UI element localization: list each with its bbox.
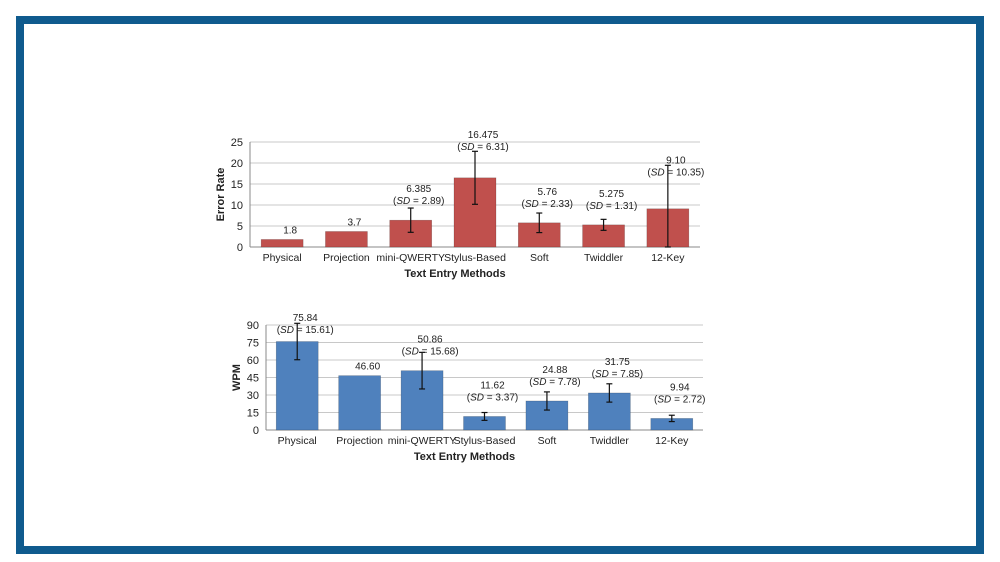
y-axis-title: WPM: [231, 364, 243, 391]
bar: [275, 341, 319, 431]
x-axis-title: Text Entry Methods: [404, 268, 505, 280]
y-tick-label: 0: [237, 242, 243, 254]
value-label: 16.475: [468, 130, 499, 141]
y-tick-label: 15: [231, 179, 243, 191]
sd-label: (SD = 6.31): [457, 142, 508, 153]
x-axis-title: Text Entry Methods: [414, 451, 515, 463]
sd-label: (SD = 7.85): [592, 369, 643, 380]
sd-label: (SD = 2.33): [522, 199, 573, 210]
x-tick-label: 12-Key: [651, 252, 685, 264]
y-tick-label: 30: [247, 390, 259, 402]
value-label: 6.385: [406, 184, 431, 195]
y-tick-label: 20: [231, 158, 243, 170]
x-tick-label: Projection: [323, 252, 370, 264]
value-label: 31.75: [605, 357, 630, 368]
y-tick-label: 75: [247, 338, 259, 350]
bar: [260, 239, 304, 248]
chart-1: 0 5 10 15 20 25 1.8 Physical 3.7 Projection (SD = …: [215, 130, 704, 280]
x-tick-label: mini-QWERTY: [388, 435, 457, 447]
x-tick-label: Twiddler: [584, 252, 624, 264]
sd-label: (SD = 2.89): [393, 196, 444, 207]
sd-label: (SD = 10.35): [647, 167, 704, 178]
x-tick-label: 12-Key: [655, 435, 689, 447]
value-label: 9.94: [670, 382, 690, 393]
y-tick-label: 5: [237, 221, 243, 233]
value-label: 46.60: [355, 362, 380, 373]
sd-label: (SD = 1.31): [586, 201, 637, 212]
y-tick-label: 25: [231, 137, 243, 149]
x-tick-label: mini-QWERTY: [376, 252, 445, 264]
y-tick-label: 45: [247, 373, 259, 385]
x-tick-label: Twiddler: [590, 435, 630, 447]
y-tick-label: 90: [247, 320, 259, 332]
value-label: 75.84: [293, 313, 318, 324]
value-label: 5.275: [599, 189, 624, 200]
value-label: 11.62: [480, 380, 505, 391]
value-label: 24.88: [542, 365, 567, 376]
sd-label: (SD = 3.37): [467, 392, 518, 403]
x-tick-label: Stylus-Based: [454, 435, 516, 447]
value-label: 9.10: [666, 155, 686, 166]
y-tick-label: 10: [231, 200, 243, 212]
y-tick-label: 60: [247, 355, 259, 367]
sd-label: (SD = 7.78): [529, 377, 580, 388]
x-tick-label: Stylus-Based: [444, 252, 506, 264]
slide-frame: [16, 16, 984, 554]
y-tick-label: 0: [253, 425, 259, 437]
value-label: 1.8: [283, 225, 297, 236]
bar: [325, 231, 368, 248]
value-label: 3.7: [347, 217, 361, 228]
bar: [338, 375, 381, 431]
x-tick-label: Physical: [263, 252, 302, 264]
x-tick-label: Physical: [278, 435, 317, 447]
value-label: 50.86: [418, 335, 443, 346]
x-tick-label: Projection: [336, 435, 383, 447]
y-tick-label: 15: [247, 408, 259, 420]
value-label: 5.76: [538, 187, 558, 198]
sd-label: (SD = 15.61): [277, 325, 334, 336]
sd-label: (SD = 2.72): [654, 394, 705, 405]
y-axis-title: Error Rate: [215, 168, 227, 222]
sd-label: (SD = 15.68): [402, 347, 459, 358]
x-tick-label: Soft: [538, 435, 557, 447]
chart-2: 0 15 30 45 60 75 90 (SD = 15.61)75.84 Physical 46…: [231, 313, 706, 463]
x-tick-label: Soft: [530, 252, 549, 264]
